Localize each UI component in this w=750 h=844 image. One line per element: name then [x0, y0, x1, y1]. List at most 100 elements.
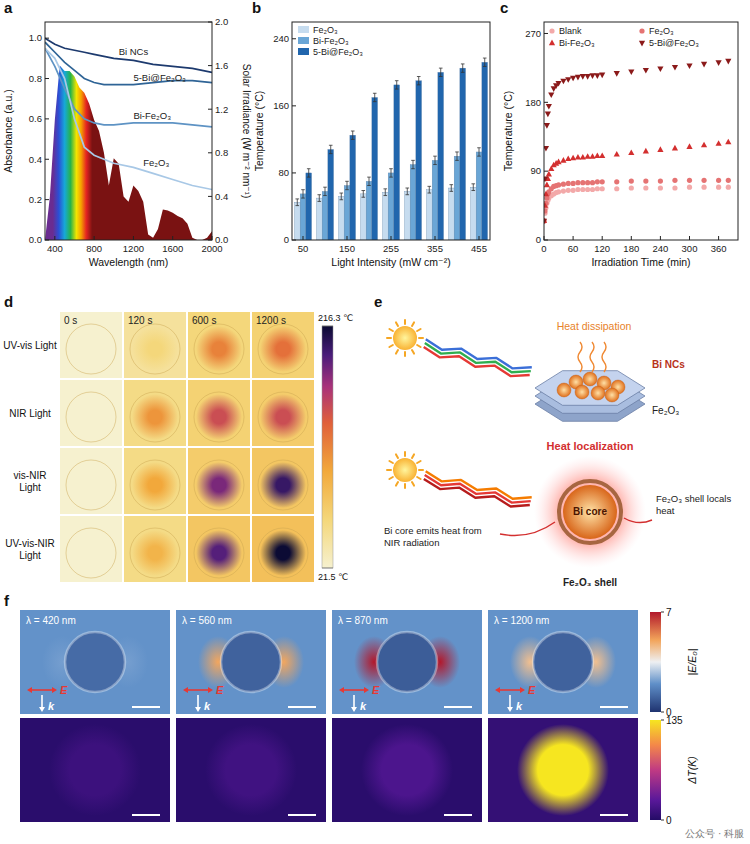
text-line: heat	[656, 505, 675, 516]
marker	[580, 74, 586, 80]
sun-ray	[417, 329, 420, 331]
marker	[544, 146, 549, 152]
marker	[726, 185, 731, 190]
k-arrow-head	[39, 707, 45, 712]
e-label: E	[372, 684, 380, 696]
marker	[725, 59, 731, 65]
row-label: NIR Light	[9, 408, 51, 419]
k-label: k	[48, 700, 55, 712]
colorbar-tick	[661, 612, 664, 613]
x-tick	[631, 236, 632, 240]
row-label: UV-vis Light	[3, 340, 57, 351]
dish-outline	[130, 460, 180, 510]
line-label: Bi NCs	[119, 46, 149, 57]
marker	[555, 159, 561, 165]
error-bar	[449, 185, 453, 192]
marker	[672, 185, 677, 190]
hot-spot	[196, 326, 242, 372]
wavelength-label: λ = 420 nm	[26, 615, 76, 626]
error-line	[396, 81, 397, 89]
column-label: 1200 s	[256, 315, 286, 326]
x-tick-label: 255	[383, 243, 399, 254]
plot-marks	[294, 58, 487, 240]
marker	[629, 179, 634, 184]
y-tick-label: 0.4	[29, 154, 42, 165]
heat-glow	[534, 456, 646, 568]
x-tick	[479, 236, 480, 240]
field-map	[332, 610, 482, 714]
colorbar-label: 7	[666, 607, 672, 618]
marker	[716, 60, 722, 66]
marker	[658, 179, 663, 184]
row-label: UV-vis-NIRLight	[5, 538, 54, 561]
marker	[580, 180, 585, 185]
text-line: UV-vis Light	[3, 340, 57, 351]
thermal-cell	[252, 448, 314, 514]
y-tick-label: 1.0	[29, 32, 42, 43]
error-cap	[373, 101, 377, 102]
sun-ray	[389, 329, 392, 331]
heat-wave	[578, 342, 582, 372]
error-cap	[455, 160, 459, 161]
error-cap	[483, 66, 487, 67]
particle	[377, 632, 437, 692]
sun-ray	[419, 337, 423, 339]
sun-ray	[412, 350, 414, 353]
error-bar	[405, 188, 409, 195]
error-cap	[367, 177, 371, 178]
k-arrow-head	[195, 707, 201, 712]
marker	[686, 143, 692, 149]
marker	[571, 181, 576, 186]
bar	[448, 188, 454, 240]
error-bar	[433, 156, 437, 164]
marker	[658, 185, 663, 190]
bar	[366, 181, 372, 240]
bar	[294, 202, 300, 240]
temperature-map	[488, 718, 638, 822]
thermal-cell	[252, 516, 314, 582]
thermal-cell	[252, 312, 314, 378]
thermal-cell	[188, 448, 250, 514]
legend-swatch	[298, 48, 309, 55]
error-line	[319, 195, 320, 202]
error-cap	[427, 186, 431, 187]
plot-frame	[292, 22, 490, 240]
x-tick	[94, 236, 95, 240]
legend-swatch	[298, 26, 309, 33]
error-cap	[329, 145, 333, 146]
error-bar	[427, 186, 431, 193]
x-tick-label: 1200	[123, 243, 144, 254]
marker	[701, 62, 707, 68]
x-tick-label: 1600	[162, 243, 183, 254]
error-bar	[455, 152, 459, 160]
x-tick-label: 180	[623, 243, 639, 254]
error-cap	[471, 190, 475, 191]
error-line	[418, 77, 419, 85]
panel-label: d	[4, 293, 13, 310]
error-line	[297, 199, 298, 206]
error-line	[435, 156, 436, 164]
legend-swatch	[298, 37, 309, 44]
dish-outline	[66, 528, 116, 578]
marker	[657, 66, 663, 72]
y-tick-label: 0.2	[29, 194, 42, 205]
bar	[482, 62, 488, 240]
k-arrow	[353, 695, 355, 708]
error-cap	[417, 76, 421, 77]
note-arrow	[624, 518, 652, 523]
particle	[65, 632, 125, 692]
y-tick-label: 180	[525, 97, 541, 108]
particle	[221, 632, 281, 692]
hot-spot	[260, 394, 306, 440]
y-tick-label: 1.6	[215, 60, 228, 71]
hot-spot	[260, 462, 306, 508]
absorbance-line	[45, 42, 212, 84]
y-tick	[544, 102, 548, 103]
error-cap	[317, 194, 321, 195]
marker	[628, 149, 634, 155]
k-arrow	[509, 695, 511, 708]
bar	[432, 160, 438, 240]
bar	[344, 186, 350, 241]
sun-ray	[417, 477, 420, 479]
sun-ray	[419, 469, 423, 471]
